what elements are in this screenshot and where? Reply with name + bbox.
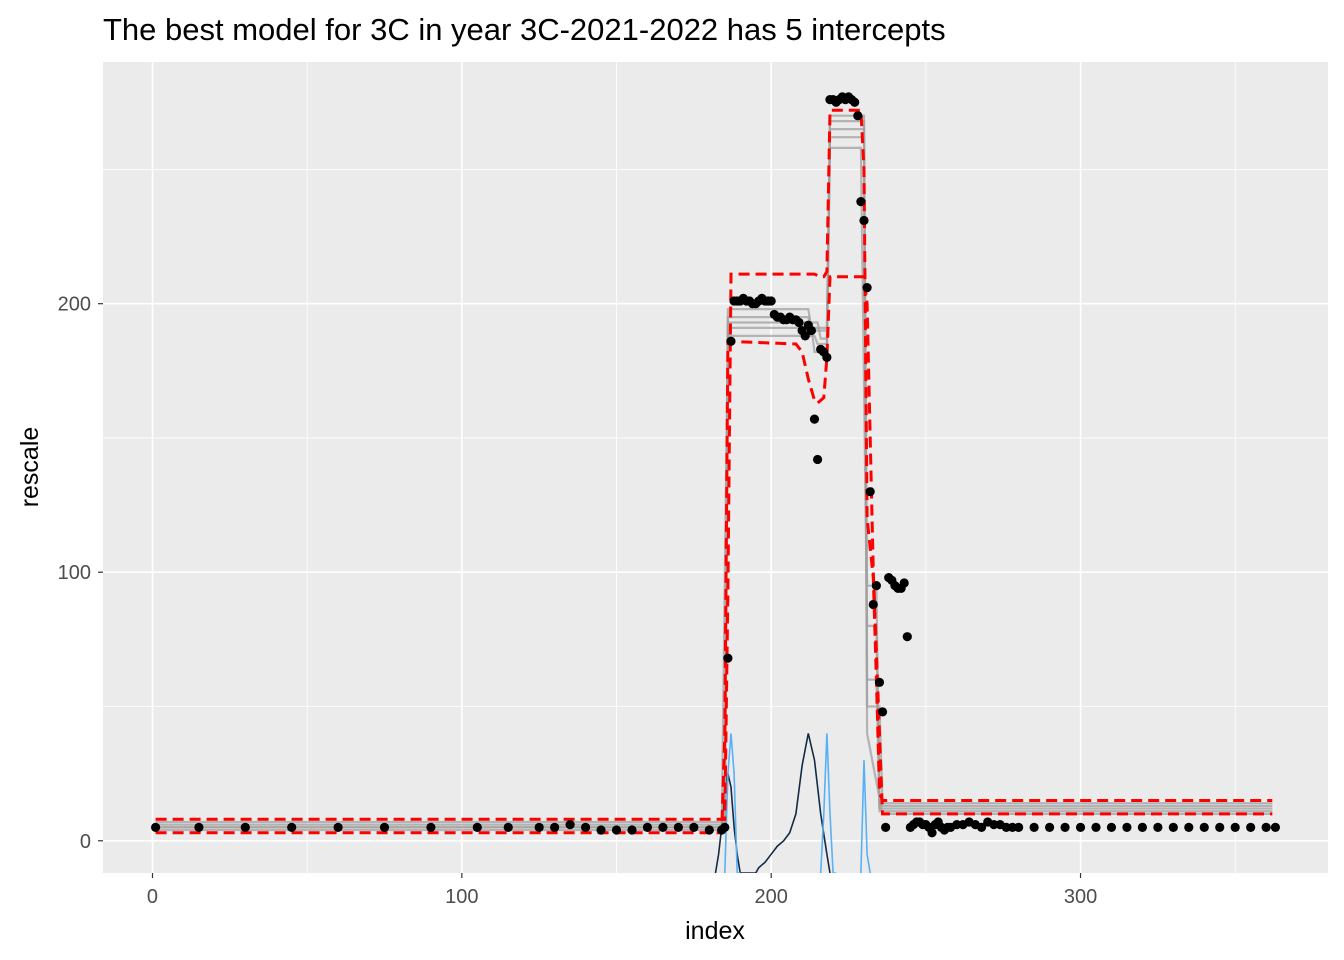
x-tick-label: 300 <box>1064 886 1097 908</box>
data-point <box>240 822 250 832</box>
y-axis-label: rescale <box>16 427 44 508</box>
data-point <box>794 317 804 328</box>
data-point <box>194 822 204 832</box>
data-point <box>902 632 912 642</box>
data-point <box>287 822 297 832</box>
data-point <box>862 282 872 293</box>
y-tick-label: 100 <box>58 562 91 584</box>
data-point <box>1029 822 1039 832</box>
data-point <box>534 822 544 832</box>
data-point <box>1044 822 1055 832</box>
data-point <box>1122 822 1132 832</box>
data-point <box>1199 822 1209 832</box>
data-point <box>1246 822 1256 832</box>
data-point <box>812 454 823 465</box>
data-point <box>853 111 863 121</box>
data-point <box>871 581 881 591</box>
data-point <box>1261 822 1271 832</box>
data-point <box>426 822 436 832</box>
data-point <box>800 331 810 341</box>
density-curve-dark <box>714 733 831 873</box>
data-point <box>1153 822 1163 832</box>
data-point <box>472 822 482 832</box>
model-band <box>155 108 1273 835</box>
data-point <box>899 578 909 588</box>
data-point <box>881 822 891 832</box>
grid-lines <box>103 62 1328 873</box>
density-curves <box>714 733 871 873</box>
data-point <box>704 825 714 835</box>
data-point <box>1106 822 1117 832</box>
data-point <box>856 197 866 207</box>
x-tick-label: 100 <box>445 886 478 908</box>
data-point <box>379 822 390 832</box>
data-point <box>1270 822 1281 832</box>
data-point <box>642 822 653 832</box>
y-tick-label: 0 <box>80 831 91 853</box>
x-axis-label: index <box>685 917 745 945</box>
density-curve-light <box>860 760 871 873</box>
data-point <box>809 414 820 424</box>
data-point <box>874 677 885 687</box>
x-axis-ticks: 0 100 200 300 <box>147 873 1097 908</box>
data-point <box>806 325 816 336</box>
data-point <box>550 822 560 832</box>
data-point <box>822 352 832 362</box>
data-point <box>1014 822 1024 832</box>
data-point <box>1075 822 1086 832</box>
data-point <box>850 97 860 107</box>
data-point <box>596 825 606 835</box>
data-point <box>868 599 878 610</box>
data-point <box>658 822 668 832</box>
data-points <box>150 92 1281 838</box>
data-point <box>673 822 683 832</box>
data-point <box>503 822 513 832</box>
data-point <box>723 653 733 663</box>
density-curve-light <box>819 733 837 873</box>
data-point <box>1137 822 1147 832</box>
density-curve-light <box>724 733 741 873</box>
data-point <box>333 822 343 832</box>
data-point <box>859 215 869 226</box>
data-point <box>580 822 591 832</box>
data-point <box>726 336 736 346</box>
data-point <box>627 825 637 835</box>
data-point <box>689 822 699 832</box>
y-axis-ticks: 0 100 200 <box>58 294 103 853</box>
plot-contents <box>150 92 1281 873</box>
data-point <box>766 296 776 306</box>
data-point <box>1060 822 1070 832</box>
data-point <box>1230 822 1240 832</box>
y-tick-label: 200 <box>58 294 91 316</box>
data-point <box>1184 822 1194 832</box>
data-point <box>865 487 875 497</box>
data-point <box>1091 822 1101 832</box>
plot-panel <box>103 62 1328 873</box>
data-point <box>1215 822 1225 832</box>
x-tick-label: 200 <box>754 886 787 908</box>
data-point <box>611 825 622 835</box>
x-tick-label: 0 <box>147 886 158 908</box>
data-point <box>976 822 987 832</box>
data-point <box>877 707 888 717</box>
chart-title: The best model for 3C in year 3C-2021-20… <box>103 12 946 47</box>
data-point <box>720 822 730 832</box>
data-point <box>565 820 575 830</box>
data-point <box>150 822 161 832</box>
data-point <box>927 828 937 838</box>
data-point <box>1168 822 1178 832</box>
